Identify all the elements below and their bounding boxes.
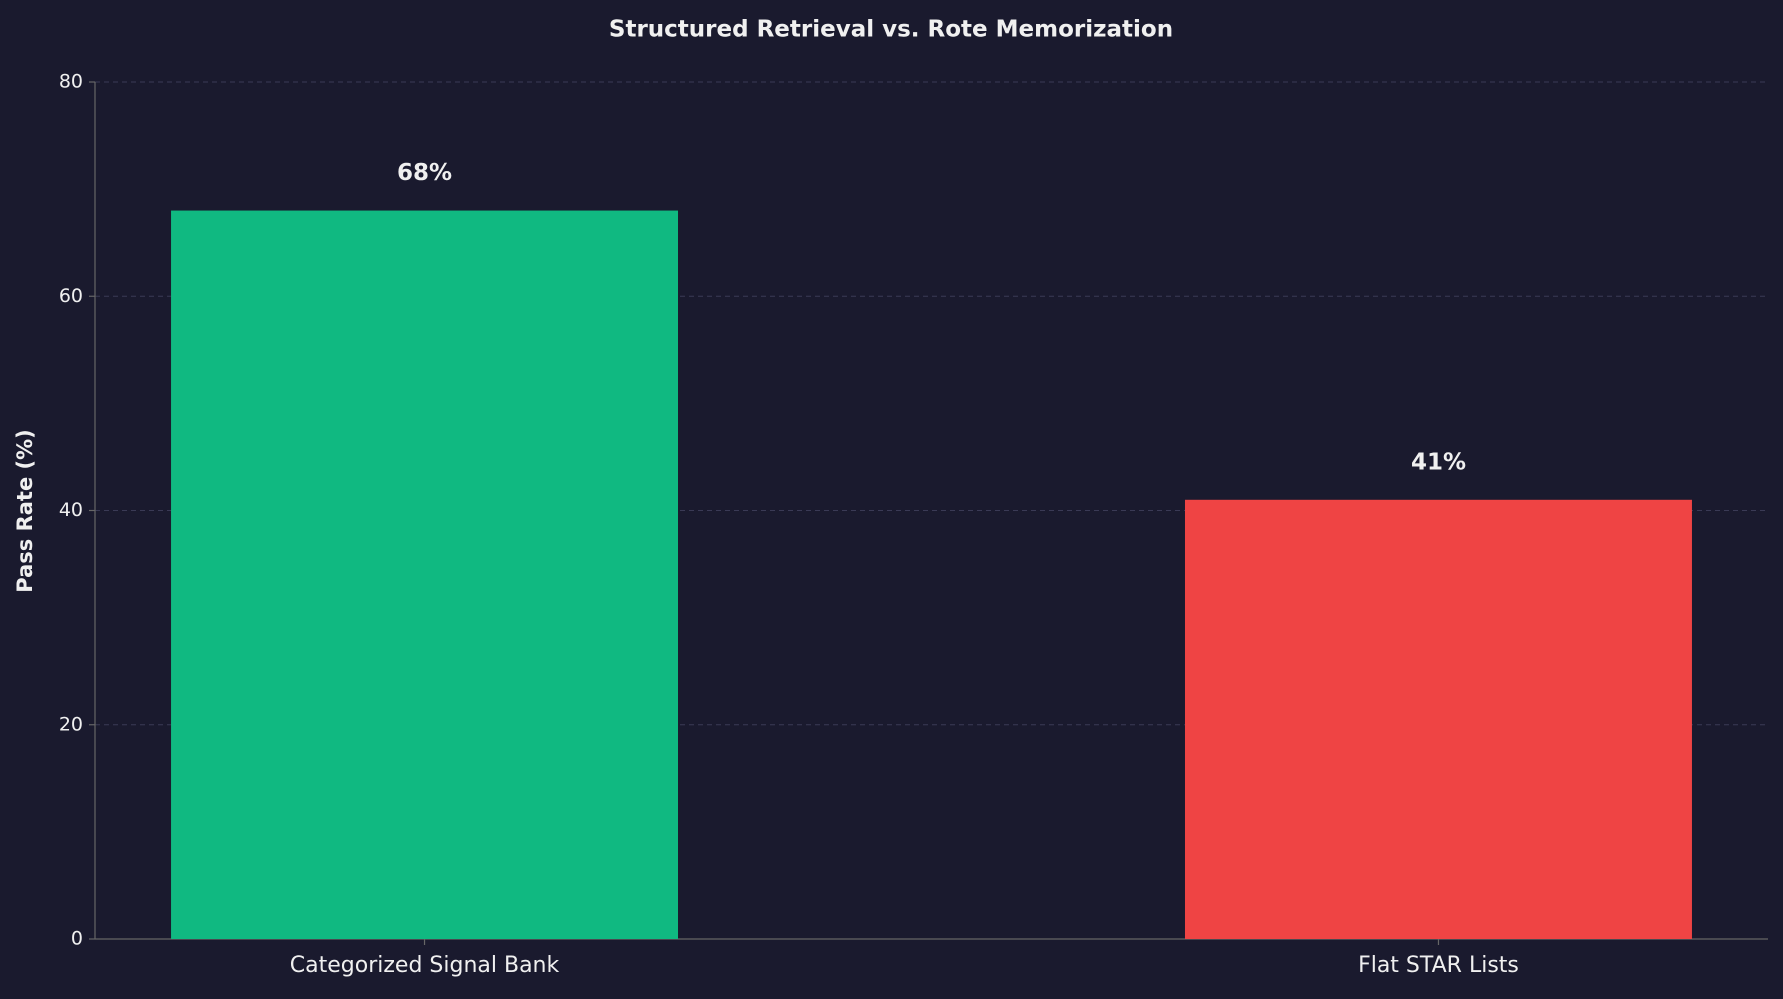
bar: [1184, 499, 1692, 939]
value-label: 68%: [397, 160, 452, 186]
y-axis-label: Pass Rate (%): [13, 429, 37, 592]
x-tick-label: Categorized Signal Bank: [290, 953, 560, 978]
x-tick-label: Flat STAR Lists: [1358, 953, 1519, 978]
y-tick-label: 40: [59, 499, 83, 521]
chart-title: Structured Retrieval vs. Rote Memorizati…: [609, 17, 1173, 43]
y-tick-label: 80: [59, 71, 83, 93]
y-tick-label: 0: [71, 928, 83, 950]
value-label: 41%: [1411, 449, 1466, 475]
y-tick-label: 20: [59, 713, 83, 735]
y-tick-label: 60: [59, 285, 83, 307]
bar: [171, 210, 679, 940]
